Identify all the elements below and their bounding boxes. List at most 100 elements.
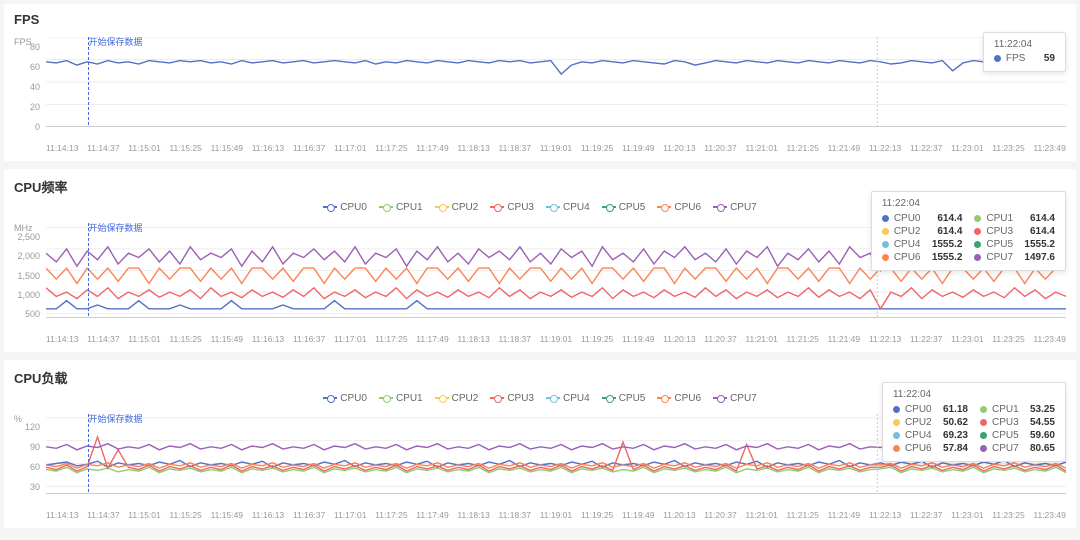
tooltip-label: CPU1 <box>992 404 1024 415</box>
x-tick: 11:19:25 <box>581 510 613 520</box>
tooltip-row: CPU7 1497.6 <box>974 252 1055 263</box>
legend-marker-icon <box>546 395 560 401</box>
chart-area[interactable]: FPS020406080开始保存数据 <box>14 37 1066 141</box>
y-axis: 5001,0001,5002,0002,500 <box>14 233 44 318</box>
x-tick: 11:18:13 <box>457 143 489 153</box>
tooltip-row: CPU061.18 <box>893 404 968 415</box>
series-dot-icon <box>882 215 889 222</box>
legend-marker-icon <box>602 395 616 401</box>
x-tick: 11:15:01 <box>128 143 160 153</box>
legend-item[interactable]: CPU7 <box>713 393 757 404</box>
x-tick: 11:22:37 <box>910 143 942 153</box>
marker-label: 开始保存数据 <box>89 35 143 48</box>
x-tick: 11:19:01 <box>540 334 572 344</box>
tooltip-value: 614.4 <box>1024 226 1055 237</box>
legend-item[interactable]: CPU4 <box>546 393 590 404</box>
tooltip-value: 1555.2 <box>1024 239 1055 250</box>
tooltip-row: CPU469.23 <box>893 430 968 441</box>
series-dot-icon <box>980 432 987 439</box>
legend-item[interactable]: CPU3 <box>490 393 534 404</box>
legend-item[interactable]: CPU0 <box>323 202 367 213</box>
tooltip-label: CPU0 <box>905 404 937 415</box>
x-tick: 11:15:49 <box>211 143 243 153</box>
tooltip-label: CPU3 <box>992 417 1024 428</box>
x-tick: 11:21:01 <box>745 510 777 520</box>
series-dot-icon <box>980 445 987 452</box>
x-tick: 11:17:25 <box>375 510 407 520</box>
tooltip-label: CPU0 <box>894 213 926 224</box>
x-tick: 11:19:49 <box>622 334 654 344</box>
x-tick: 11:23:49 <box>1033 334 1065 344</box>
x-tick: 11:17:49 <box>416 143 448 153</box>
legend-item[interactable]: CPU7 <box>713 202 757 213</box>
x-axis: 11:14:1311:14:3711:15:0111:15:2511:15:49… <box>46 143 1066 153</box>
tooltip-value: 80.65 <box>1030 443 1055 454</box>
tooltip-value: 1497.6 <box>1024 252 1055 263</box>
legend-marker-icon <box>379 395 393 401</box>
x-tick: 11:23:49 <box>1033 510 1065 520</box>
x-tick: 11:21:25 <box>787 510 819 520</box>
legend-marker-icon <box>490 395 504 401</box>
tooltip-value: 50.62 <box>943 417 968 428</box>
x-tick: 11:16:37 <box>293 143 325 153</box>
legend-marker-icon <box>657 204 671 210</box>
series-dot-icon <box>893 419 900 426</box>
tooltip-row: CPU61555.2 <box>882 252 963 263</box>
x-tick: 11:23:01 <box>951 143 983 153</box>
tooltip-row: CPU41555.2 <box>882 239 963 250</box>
tooltip-label: CPU1 <box>986 213 1018 224</box>
series-dot-icon <box>882 241 889 248</box>
legend-item[interactable]: CPU4 <box>546 202 590 213</box>
tooltip-label: CPU3 <box>986 226 1018 237</box>
legend-item[interactable]: CPU2 <box>435 202 479 213</box>
legend-item[interactable]: CPU6 <box>657 202 701 213</box>
series-dot-icon <box>974 228 981 235</box>
x-tick: 11:16:37 <box>293 510 325 520</box>
x-tick: 11:18:13 <box>457 334 489 344</box>
legend-item[interactable]: CPU6 <box>657 393 701 404</box>
x-tick: 11:23:49 <box>1033 143 1065 153</box>
x-tick: 11:22:37 <box>910 510 942 520</box>
x-tick: 11:14:13 <box>46 510 78 520</box>
x-tick: 11:14:37 <box>87 334 119 344</box>
tooltip-label: CPU6 <box>894 252 926 263</box>
legend-marker-icon <box>602 204 616 210</box>
tooltip-row: CPU780.65 <box>980 443 1055 454</box>
legend-item[interactable]: CPU5 <box>602 202 646 213</box>
tooltip-label: CPU2 <box>894 226 926 237</box>
legend-marker-icon <box>546 204 560 210</box>
x-tick: 11:17:25 <box>375 334 407 344</box>
legend-item[interactable]: CPU5 <box>602 393 646 404</box>
tooltip-value: 59.60 <box>1030 430 1055 441</box>
x-tick: 11:15:01 <box>128 510 160 520</box>
legend-item[interactable]: CPU2 <box>435 393 479 404</box>
tooltip-label: CPU7 <box>986 252 1018 263</box>
x-tick: 11:21:49 <box>828 334 860 344</box>
legend-marker-icon <box>435 204 449 210</box>
legend-marker-icon <box>323 204 337 210</box>
legend-item[interactable]: CPU0 <box>323 393 367 404</box>
y-tick: 2,000 <box>17 251 40 261</box>
legend-item[interactable]: CPU3 <box>490 202 534 213</box>
series-dot-icon <box>974 241 981 248</box>
tooltip-row: CPU250.62 <box>893 417 968 428</box>
marker-label: 开始保存数据 <box>89 221 143 234</box>
series-dot-icon <box>974 254 981 261</box>
legend-item[interactable]: CPU1 <box>379 202 423 213</box>
x-tick: 11:22:13 <box>869 334 901 344</box>
y-tick: 60 <box>30 62 40 72</box>
x-tick: 11:20:13 <box>663 510 695 520</box>
x-tick: 11:20:37 <box>704 334 736 344</box>
tooltip-label: CPU5 <box>986 239 1018 250</box>
x-tick: 11:19:01 <box>540 143 572 153</box>
marker-label: 开始保存数据 <box>89 412 143 425</box>
x-tick: 11:21:49 <box>828 510 860 520</box>
y-tick: 90 <box>30 442 40 452</box>
legend-item[interactable]: CPU1 <box>379 393 423 404</box>
series-dot-icon <box>893 445 900 452</box>
y-tick: 120 <box>25 422 40 432</box>
x-tick: 11:19:25 <box>581 334 613 344</box>
x-tick: 11:20:37 <box>704 143 736 153</box>
chart-panel: CPU负载CPU0CPU1CPU2CPU3CPU4CPU5CPU6CPU7%30… <box>4 360 1076 528</box>
y-tick: 500 <box>25 309 40 319</box>
